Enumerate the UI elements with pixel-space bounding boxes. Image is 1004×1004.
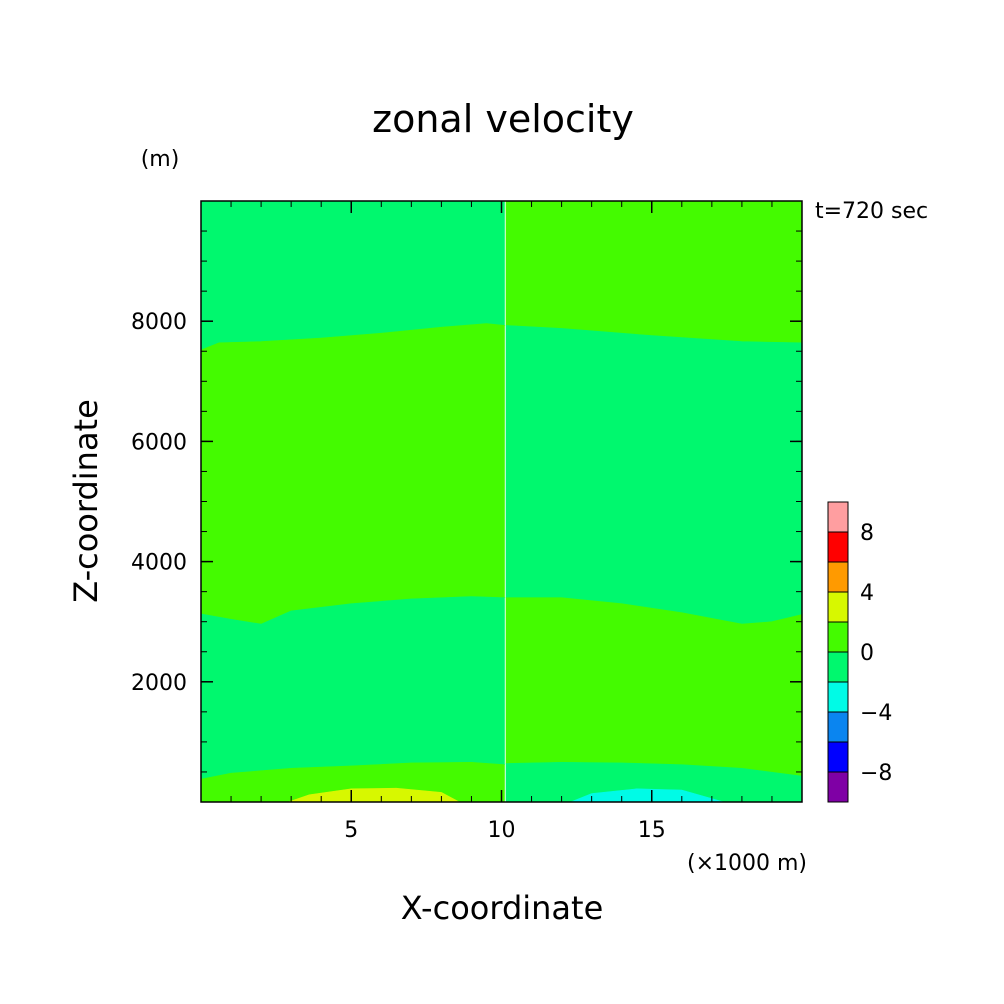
y-tick-label: 8000 <box>131 310 187 335</box>
colorbar-swatch <box>827 591 849 623</box>
colorbar-swatch <box>827 621 849 653</box>
contour-region-1 <box>505 200 803 344</box>
colorbar-swatch <box>827 651 849 683</box>
colorbar-tick-label: 4 <box>860 581 874 606</box>
colorbar-swatch <box>827 771 849 803</box>
colorbar-swatch <box>827 501 849 533</box>
contour-region-5 <box>505 597 803 777</box>
y-tick-label: 6000 <box>131 430 187 455</box>
colorbar: −8 −4 0 4 8 <box>827 501 892 803</box>
colorbar-tick-label: −8 <box>860 761 892 786</box>
colorbar-swatch <box>827 531 849 563</box>
contour-plot-area: 5 10 15 2000 4000 6000 8000 <box>131 200 803 843</box>
colorbar-swatch <box>827 561 849 593</box>
colorbar-swatch <box>827 741 849 773</box>
x-tick-label: 15 <box>638 818 666 843</box>
colorbar-tick-label: 0 <box>860 641 874 666</box>
y-tick-label: 4000 <box>131 551 187 576</box>
y-axis-label: Z-coordinate <box>67 399 105 603</box>
x-tick-label: 5 <box>344 818 358 843</box>
colorbar-swatch <box>827 681 849 713</box>
time-label: t=720 sec <box>815 199 928 224</box>
x-axis-label: X-coordinate <box>401 889 604 927</box>
x-unit-label: (×1000 m) <box>687 851 807 876</box>
y-unit-label: (m) <box>141 147 180 172</box>
contour-region-2 <box>200 323 505 625</box>
colorbar-tick-label: −4 <box>860 701 892 726</box>
contour-region-3 <box>505 325 803 625</box>
contour-region-4 <box>200 596 505 780</box>
chart-title: zonal velocity <box>372 97 634 141</box>
y-tick-label: 2000 <box>131 671 187 696</box>
colorbar-tick-label: 8 <box>860 521 874 546</box>
colorbar-swatch <box>827 711 849 743</box>
x-tick-label: 10 <box>488 818 516 843</box>
